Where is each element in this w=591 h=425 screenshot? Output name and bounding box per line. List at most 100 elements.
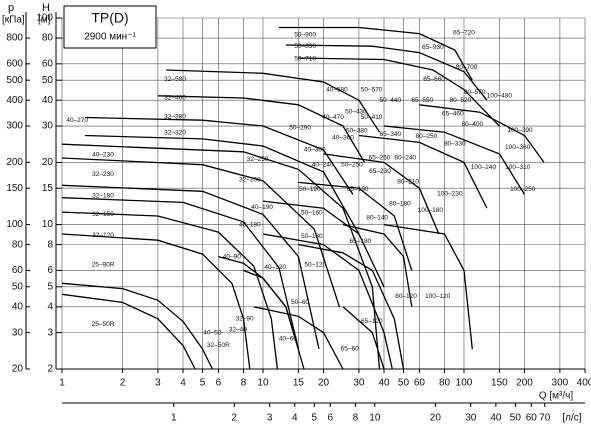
model-label: 65–460 [442, 110, 464, 117]
model-label: 50–60 [291, 299, 309, 306]
model-label: 65–180 [349, 238, 371, 245]
pump-curve [157, 95, 366, 163]
model-label: 40–230 [92, 151, 114, 158]
model-label: 50–250 [341, 161, 363, 168]
x2-tick-label: 70 [539, 413, 551, 424]
model-label: 80–240 [394, 155, 416, 162]
y-tick-label: 5 [47, 281, 53, 292]
x2-tick-label: 6 [327, 413, 333, 424]
chart-title: TP(D) [91, 10, 128, 26]
x-tick-label: 400 [577, 378, 591, 389]
y2-tick-label: 80 [12, 239, 24, 250]
model-label: 50–440 [379, 97, 401, 104]
pump-curve [298, 181, 413, 271]
x-tick-label: 60 [414, 378, 426, 389]
model-label: 50–570 [361, 86, 383, 93]
x-tick-label: 20 [318, 378, 330, 389]
y-tick-label: 8 [47, 239, 53, 250]
model-label: 100–240 [471, 164, 497, 171]
model-label: 25–50R [92, 321, 115, 328]
pump-curve [84, 116, 354, 195]
model-label: 32–180 [92, 192, 114, 199]
pump-curve [243, 269, 300, 350]
model-label: 65–340 [379, 131, 401, 138]
x-tick-label: 40 [378, 378, 390, 389]
y2-tick-label: 200 [6, 157, 23, 168]
pump-curve [358, 134, 488, 209]
x-tick-label: 8 [241, 378, 247, 389]
x2-tick-label: 60 [526, 413, 538, 424]
x-tick-label: 3 [155, 378, 161, 389]
y-tick-label: 100 [36, 13, 53, 24]
y-label: H [42, 2, 50, 14]
y2-tick-label: 30 [12, 327, 24, 338]
y-tick-label: 60 [42, 58, 54, 69]
model-label: 100–390 [507, 127, 533, 134]
y-tick-label: 4 [47, 301, 53, 312]
model-label: 100–180 [418, 207, 444, 214]
y2-label: p [8, 2, 14, 14]
model-label: 100–230 [437, 190, 463, 197]
pump-curve [61, 197, 300, 350]
model-label: 32–230 [92, 171, 114, 178]
x-tick-label: 30 [353, 378, 365, 389]
model-label: 40–180 [239, 221, 261, 228]
pump-curve [61, 184, 320, 350]
model-label: 32–150 [92, 211, 114, 218]
model-label: 32–200 [239, 176, 261, 183]
pump-curve [285, 44, 488, 101]
pump-curve [383, 223, 473, 350]
pump-curve [61, 143, 381, 370]
x-tick-label: 6 [216, 378, 222, 389]
y-tick-label: 80 [42, 33, 54, 44]
model-label: 32–250 [247, 156, 269, 163]
model-label: 50–290 [289, 124, 311, 131]
y-tick-label: 30 [42, 121, 54, 132]
x-tick-label: 50 [398, 378, 410, 389]
model-label: 65–120 [361, 318, 383, 325]
pump-curve [323, 153, 440, 235]
model-label: 65–260 [369, 155, 391, 162]
pump-curve [253, 306, 344, 370]
model-label: 40–270 [66, 117, 88, 124]
y-tick-label: 40 [42, 95, 54, 106]
x-tick-label: 5 [200, 378, 206, 389]
model-label: 100–310 [505, 164, 531, 171]
x2-tick-label: 10 [369, 413, 381, 424]
model-label: 40–360 [332, 135, 354, 142]
x2-tick-label: 3 [267, 413, 273, 424]
model-label: 80–700 [456, 64, 478, 71]
y-tick-label: 50 [42, 75, 54, 86]
y2-tick-label: 40 [12, 301, 24, 312]
model-label: 25–90R [92, 261, 115, 268]
pump-curve [383, 125, 526, 195]
model-label: 80–400 [461, 121, 483, 128]
pump-curve [61, 282, 213, 370]
model-label: 65–230 [369, 168, 391, 175]
title-box [63, 5, 157, 49]
model-label: 40–580 [326, 86, 348, 93]
model-label: 40–60 [279, 336, 297, 343]
x2-tick-label: 50 [510, 413, 522, 424]
model-label: 32–120 [92, 232, 114, 239]
model-label: 32–40 [229, 326, 247, 333]
model-label: 32–320 [164, 129, 186, 136]
pump-curve [61, 157, 341, 308]
model-label: 80–570 [464, 89, 486, 96]
pump-curve [262, 233, 393, 370]
model-label: 80–250 [416, 133, 438, 140]
x2-tick-label: 5 [312, 413, 318, 424]
y2-tick-label: 100 [6, 219, 23, 230]
y2-tick-label: 400 [6, 95, 23, 106]
x2-tick-label: 2 [232, 413, 238, 424]
x-tick-label: 200 [516, 378, 533, 389]
model-label: 50–180 [301, 233, 323, 240]
model-label: 65–930 [422, 44, 444, 51]
model-label: 100–360 [505, 144, 531, 151]
model-label: 40–240 [312, 161, 334, 168]
pump-curve [166, 69, 381, 133]
model-label: 50–120 [304, 261, 326, 268]
model-label: 100–250 [510, 186, 536, 193]
pump-curve [342, 306, 385, 370]
x-tick-label: 10 [257, 378, 269, 389]
